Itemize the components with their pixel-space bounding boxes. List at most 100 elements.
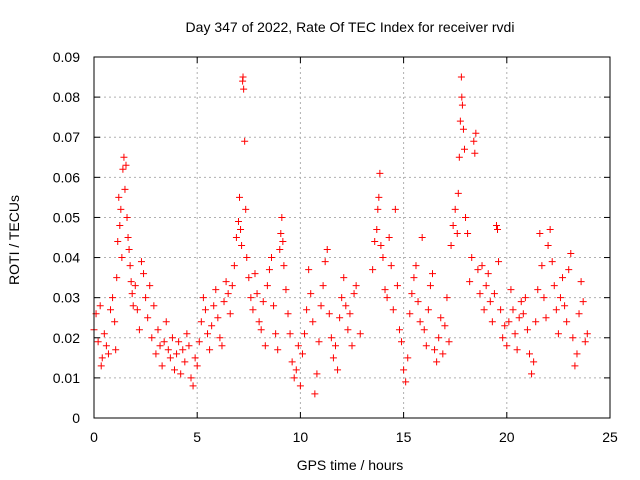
- data-point-marker: [195, 338, 203, 346]
- data-point-marker: [416, 318, 424, 326]
- data-point-marker: [112, 346, 120, 354]
- data-point-marker: [488, 318, 496, 326]
- y-tick-label: 0.05: [53, 209, 80, 225]
- y-tick-label: 0.04: [53, 250, 80, 266]
- data-point-marker: [307, 290, 315, 298]
- data-point-marker: [118, 254, 126, 262]
- data-point-marker: [505, 318, 513, 326]
- data-point-marker: [181, 358, 189, 366]
- data-point-marker: [544, 242, 552, 250]
- data-point-marker: [230, 262, 238, 270]
- data-point-marker: [315, 338, 323, 346]
- data-point-marker: [128, 290, 136, 298]
- data-point-marker: [476, 290, 484, 298]
- data-point-marker: [478, 262, 486, 270]
- y-tick-label: 0.07: [53, 129, 80, 145]
- x-tick-labels: 0 5 10 15 20 25: [90, 429, 618, 445]
- data-point-marker: [471, 149, 479, 157]
- data-point-marker: [208, 322, 216, 330]
- data-point-marker: [239, 73, 247, 81]
- data-point-marker: [538, 262, 546, 270]
- data-point-marker: [579, 298, 587, 306]
- data-point-marker: [346, 310, 354, 318]
- data-point-marker: [183, 330, 191, 338]
- data-point-marker: [534, 286, 542, 294]
- data-point-marker: [393, 282, 401, 290]
- data-point-marker: [301, 330, 309, 338]
- data-point-marker: [468, 254, 476, 262]
- data-point-marker: [116, 221, 124, 229]
- data-point-marker: [428, 270, 436, 278]
- data-point-marker: [391, 205, 399, 213]
- data-point-marker: [313, 370, 321, 378]
- data-point-marker: [234, 217, 242, 225]
- data-point-marker: [263, 282, 271, 290]
- y-tick-labels: 0 0.01 0.02 0.03 0.04 0.05 0.06 0.07 0.08 0.09: [53, 49, 80, 426]
- data-point-marker: [451, 205, 459, 213]
- data-point-marker: [177, 370, 185, 378]
- data-point-marker: [420, 326, 428, 334]
- data-point-marker: [238, 242, 246, 250]
- data-point-marker: [548, 258, 556, 266]
- data-point-marker: [115, 193, 123, 201]
- data-point-marker: [193, 362, 201, 370]
- data-point-marker: [107, 306, 115, 314]
- data-point-marker: [124, 234, 132, 241]
- data-point-marker: [581, 338, 589, 346]
- data-point-marker: [222, 278, 230, 286]
- data-point-marker: [466, 278, 474, 286]
- data-point-marker: [441, 322, 449, 330]
- data-point-marker: [279, 238, 287, 246]
- data-point-marker: [528, 370, 536, 378]
- data-point-marker: [251, 270, 259, 278]
- data-point-marker: [280, 262, 288, 270]
- data-point-marker: [395, 326, 403, 334]
- data-point-marker: [521, 294, 529, 302]
- data-point-marker: [146, 282, 154, 290]
- data-point-marker: [552, 306, 560, 314]
- y-tick-label: 0.02: [53, 330, 80, 346]
- data-point-marker: [206, 346, 214, 354]
- data-point-marker: [406, 310, 414, 318]
- data-point-marker: [104, 350, 112, 358]
- data-point-marker: [437, 314, 445, 322]
- data-point-marker: [443, 294, 451, 302]
- data-point-marker: [137, 258, 145, 266]
- data-point-marker: [494, 225, 502, 233]
- data-point-marker: [127, 278, 135, 286]
- data-point-marker: [329, 354, 337, 362]
- chart-title: Day 347 of 2022, Rate Of TEC Index for r…: [186, 19, 515, 35]
- data-point-marker: [276, 246, 284, 254]
- data-point-marker: [433, 358, 441, 366]
- data-point-marker: [439, 350, 447, 358]
- data-point-marker: [484, 270, 492, 278]
- data-point-marker: [201, 306, 209, 314]
- data-point-marker: [387, 262, 395, 270]
- data-point-marker: [265, 266, 273, 274]
- data-point-marker: [383, 294, 391, 302]
- data-point-marker: [261, 342, 269, 350]
- data-point-marker: [511, 330, 519, 338]
- data-point-marker: [142, 294, 150, 302]
- data-point-marker: [296, 382, 304, 390]
- data-point-marker: [268, 254, 276, 262]
- data-point-marker: [456, 117, 464, 125]
- data-point-marker: [530, 358, 538, 366]
- data-point-marker: [277, 229, 285, 237]
- data-point-marker: [253, 290, 261, 298]
- data-point-marker: [431, 346, 439, 354]
- data-point-marker: [376, 169, 384, 177]
- data-point-marker: [241, 137, 249, 145]
- x-tick-label: 10: [293, 429, 309, 445]
- data-point-marker: [536, 229, 544, 237]
- x-tick-label: 25: [602, 429, 618, 445]
- data-point-marker: [379, 254, 387, 262]
- data-point-marker: [179, 346, 187, 354]
- y-axis-label: ROTI / TECUs: [6, 195, 22, 285]
- data-point-marker: [542, 314, 550, 322]
- data-point-marker: [340, 274, 348, 282]
- data-point-marker: [216, 334, 224, 342]
- data-point-marker: [114, 238, 122, 246]
- data-point-marker: [583, 330, 591, 338]
- data-point-marker: [565, 266, 573, 274]
